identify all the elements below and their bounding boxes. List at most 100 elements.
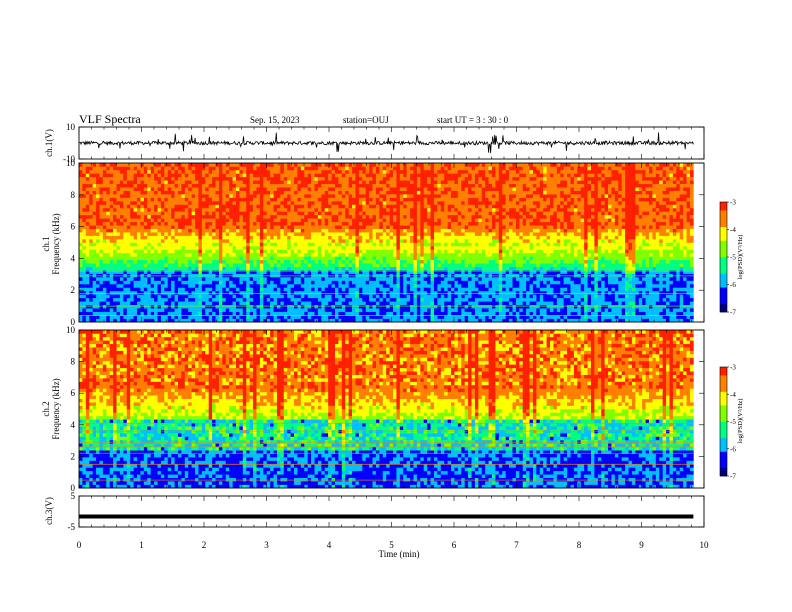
y-tick-label: 0 xyxy=(71,317,76,327)
colorbar-segment xyxy=(720,369,727,373)
colorbar-segment xyxy=(720,410,727,414)
x-tick-label: 7 xyxy=(514,540,519,550)
colorbar-segment xyxy=(720,276,727,280)
colorbar-segment xyxy=(720,413,727,417)
y-tick-label: 0 xyxy=(71,483,76,493)
colorbar-segment xyxy=(720,268,727,272)
x-tick-label: 1 xyxy=(139,540,144,550)
ch3-waveform-panel: 5 -5 xyxy=(68,491,705,532)
colorbar-segment xyxy=(720,298,727,302)
y-tick-label: 10 xyxy=(66,122,76,132)
colorbar-segment xyxy=(720,386,727,390)
y-tick-label: 8 xyxy=(71,190,76,200)
colorbar-segment xyxy=(720,473,727,477)
ch1-frequency-axis-label: Frequency (kHz) xyxy=(51,213,61,274)
colorbar-segment xyxy=(720,270,727,274)
colorbar-tick-label: -7 xyxy=(730,473,736,481)
ch2-colorbar: -3 -4 -5 -6 -7 xyxy=(719,364,736,481)
colorbar-segment xyxy=(720,467,727,471)
x-tick-label: 9 xyxy=(639,540,644,550)
colorbar-segment xyxy=(720,448,727,452)
colorbar-segment xyxy=(720,240,727,244)
colorbar-segment xyxy=(720,246,727,250)
colorbar-segment xyxy=(720,388,727,392)
colorbar-segment xyxy=(720,202,727,206)
spectrogram-cells xyxy=(79,330,694,489)
panel-frame xyxy=(78,126,705,160)
colorbar-segment xyxy=(720,435,727,439)
colorbar-segment xyxy=(720,440,727,444)
colorbar-segment xyxy=(720,396,727,400)
colorbar-segment xyxy=(720,462,727,466)
start-time-label: start UT = 3 : 30 : 0 xyxy=(437,115,509,125)
colorbar-tick-label: -4 xyxy=(730,226,736,234)
colorbar-segment xyxy=(720,210,727,214)
y-tick-label: -10 xyxy=(63,154,75,164)
colorbar-segment xyxy=(720,281,727,285)
colorbar-segment xyxy=(720,456,727,460)
colorbar-segment xyxy=(720,284,727,288)
colorbar-segment xyxy=(720,391,727,395)
colorbar-segment xyxy=(720,237,727,241)
ch2-channel-label: ch.2 xyxy=(41,401,51,416)
x-tick-label: 0 xyxy=(77,540,82,550)
colorbar-segment xyxy=(720,303,727,307)
colorbar-tick-label: -7 xyxy=(730,309,736,317)
x-tick-label: 2 xyxy=(202,540,207,550)
colorbar-segment xyxy=(720,407,727,411)
colorbar-segment xyxy=(720,215,727,219)
colorbar-segment xyxy=(720,224,727,228)
x-tick-label: 10 xyxy=(700,540,710,550)
colorbar-segment xyxy=(720,257,727,261)
ch1-colorbar-label: log(PSD)(V²/Hz) xyxy=(737,235,744,280)
colorbar-segment xyxy=(720,292,727,296)
colorbar-segment xyxy=(720,213,727,217)
colorbar-segment xyxy=(720,221,727,225)
colorbar-segment xyxy=(720,424,727,428)
colorbar-tick-label: -5 xyxy=(730,418,736,426)
colorbar-segment xyxy=(720,306,727,310)
colorbar-segment xyxy=(720,229,727,233)
colorbar-segment xyxy=(720,405,727,409)
colorbar-tick-label: -3 xyxy=(730,364,736,372)
time-axis: 0 1 2 3 4 5 6 7 8 9 10 xyxy=(77,540,709,550)
x-tick-label: 6 xyxy=(452,540,457,550)
colorbar-segment xyxy=(720,402,727,406)
ch1-voltage-axis-label: ch.1(V) xyxy=(44,129,54,157)
colorbar-segment xyxy=(720,232,727,236)
panel-frame xyxy=(78,162,705,323)
y-tick-label: 6 xyxy=(71,388,76,398)
ch1-colorbar: -3 -4 -5 -6 -7 xyxy=(719,199,736,317)
y-tick-label: 4 xyxy=(71,420,76,430)
colorbar-segment xyxy=(720,459,727,463)
colorbar-segment xyxy=(720,248,727,252)
colorbar-segment xyxy=(720,377,727,381)
colorbar-segment xyxy=(720,262,727,266)
y-tick-label: 2 xyxy=(71,285,76,295)
y-tick-label: 5 xyxy=(71,491,76,501)
ch1-spectrogram-panel: 0 2 4 6 8 10 xyxy=(66,158,705,327)
colorbar-segment xyxy=(720,426,727,430)
panel-frame xyxy=(78,329,705,489)
colorbar-segment xyxy=(720,394,727,398)
x-tick-label: 8 xyxy=(577,540,582,550)
date-label: Sep. 15, 2023 xyxy=(250,115,300,125)
time-axis-label: Time (min) xyxy=(379,549,420,559)
y-tick-label: 8 xyxy=(71,357,76,367)
colorbar-segment xyxy=(720,465,727,469)
colorbar-tick-label: -5 xyxy=(730,254,736,262)
ch1-waveform-panel: 10 -10 xyxy=(63,122,705,164)
colorbar-segment xyxy=(720,399,727,403)
colorbar-tick-label: -6 xyxy=(730,281,736,289)
colorbar-segment xyxy=(720,265,727,269)
colorbar-tick-label: -4 xyxy=(730,391,736,399)
colorbar-segment xyxy=(720,451,727,455)
colorbar-segment xyxy=(720,207,727,211)
colorbar-segment xyxy=(720,418,727,422)
colorbar-segment xyxy=(720,287,727,291)
y-tick-label: 6 xyxy=(71,222,76,232)
figure-title: VLF Spectra xyxy=(79,112,141,126)
colorbar-segment xyxy=(720,273,727,277)
x-tick-label: 3 xyxy=(264,540,269,550)
